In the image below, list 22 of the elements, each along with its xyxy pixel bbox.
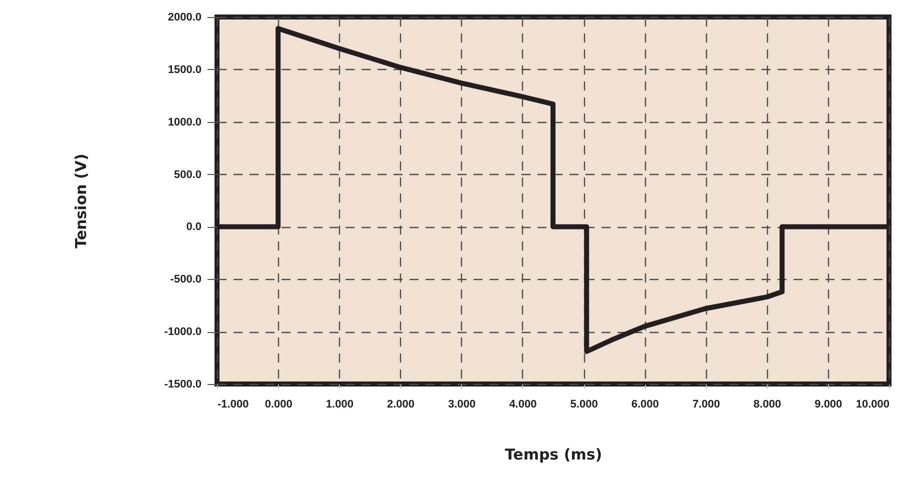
x-tick-label: -1.000	[218, 398, 249, 410]
x-tick-label: 9.000	[814, 398, 842, 410]
y-tick-label: 500.0	[174, 168, 202, 181]
x-tick-label: 8.000	[754, 398, 782, 410]
x-tick-label: 6.000	[631, 398, 659, 410]
y-tick-label: 2000.0	[168, 12, 202, 24]
y-tick-label: -1500.0	[164, 378, 202, 390]
y-tick-label: 1000.0	[168, 116, 202, 128]
y-tick-label: 0.0	[186, 221, 202, 234]
y-tick-label: 1500.0	[168, 64, 202, 76]
x-tick-label: 2.000	[387, 398, 415, 410]
y-axis-title: Tension (V)	[72, 154, 90, 248]
y-tick-label: -500.0	[170, 274, 202, 286]
x-axis-title: Temps (ms)	[504, 446, 602, 464]
x-tick-label: 10.000	[856, 398, 890, 410]
x-tick-label: 1.000	[326, 398, 354, 410]
x-tick-label: 3.000	[448, 398, 476, 410]
x-tick-label: 0.000	[264, 398, 292, 410]
x-tick-label: 4.000	[509, 398, 537, 410]
x-tick-label: 7.000	[692, 398, 720, 410]
x-tick-label: 5.000	[570, 398, 598, 410]
y-tick-label: -1000.0	[164, 326, 202, 338]
